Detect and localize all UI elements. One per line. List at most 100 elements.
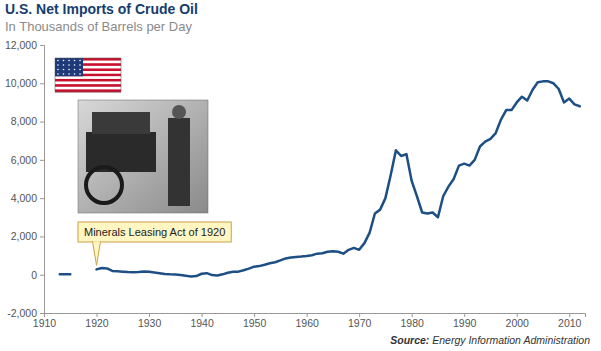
flag-star — [79, 73, 81, 75]
flag-star — [79, 69, 81, 71]
x-tick-label: 1940 — [190, 317, 214, 329]
y-tick-mark — [40, 236, 44, 237]
y-tick: -2,000 — [7, 307, 44, 319]
flag-star — [68, 73, 70, 75]
annotation: Minerals Leasing Act of 1920 — [78, 222, 231, 265]
flag-star — [57, 64, 59, 66]
x-tick: 1950 — [243, 313, 267, 329]
plot-area — [60, 81, 580, 276]
photo — [78, 100, 208, 213]
x-tick-mark — [149, 313, 150, 317]
y-tick: 10,000 — [5, 77, 44, 89]
y-tick-label: 4,000 — [11, 192, 37, 204]
flag-border — [55, 58, 121, 92]
y-tick-mark — [40, 198, 44, 199]
y-tick-mark — [40, 122, 44, 123]
annotation-text: Minerals Leasing Act of 1920 — [84, 226, 225, 238]
x-tick-mark — [412, 313, 413, 317]
x-tick-mark — [254, 313, 255, 317]
flag-icon — [55, 58, 121, 92]
x-tick-mark — [569, 313, 570, 317]
y-axis-line — [40, 46, 45, 314]
y-tick-mark — [40, 313, 44, 314]
flag-star — [57, 73, 59, 75]
photo-frame — [78, 100, 208, 213]
x-tick-mark — [359, 313, 360, 317]
x-tick-label: 1950 — [243, 317, 267, 329]
y-tick-label: 8,000 — [11, 115, 37, 127]
photo-figure-head — [172, 105, 186, 119]
y-tick: 12,000 — [5, 39, 44, 51]
flag-star — [63, 60, 65, 62]
flag-stripe — [55, 84, 121, 87]
flag-stripe — [55, 79, 121, 82]
x-tick: 2000 — [506, 313, 530, 329]
photo-wheel — [86, 167, 122, 203]
flag-star — [74, 73, 76, 75]
photo-car-top — [92, 112, 150, 134]
flag-star — [63, 73, 65, 75]
x-tick: 1970 — [348, 313, 372, 329]
x-tick: 1960 — [295, 313, 319, 329]
y-tick-label: -2,000 — [7, 307, 37, 319]
annotation-pointer — [93, 242, 101, 266]
y-tick-label: 10,000 — [5, 77, 37, 89]
flag-star — [57, 60, 59, 62]
x-tick: 1920 — [85, 313, 109, 329]
x-tick-mark — [307, 313, 308, 317]
flag-star — [74, 64, 76, 66]
x-tick-label: 1990 — [453, 317, 477, 329]
annotation-box — [78, 222, 231, 242]
flag-star — [68, 60, 70, 62]
y-tick-mark — [40, 45, 44, 46]
data-line — [60, 81, 580, 276]
y-tick: 0 — [31, 269, 44, 281]
y-tick-label: 0 — [31, 269, 37, 281]
y-tick-label: 12,000 — [5, 39, 37, 51]
flag-stripe — [55, 87, 121, 90]
source: Source: Energy Information Administratio… — [390, 334, 590, 346]
flag-star — [74, 69, 76, 71]
y-tick-label: 2,000 — [11, 230, 37, 242]
x-tick: 1930 — [138, 313, 162, 329]
chart-svg: U.S. Net Imports of Crude Oil In Thousand… — [0, 0, 601, 351]
chart-container: U.S. Net Imports of Crude Oil In Thousand… — [0, 0, 601, 351]
x-tick-mark — [202, 313, 203, 317]
title: U.S. Net Imports of Crude Oil — [5, 1, 198, 17]
y-tick-mark — [40, 83, 44, 84]
photo-figure — [168, 118, 190, 206]
y-tick: 2,000 — [11, 230, 44, 242]
x-tick-mark — [517, 313, 518, 317]
y-tick-mark — [40, 160, 44, 161]
x-tick: 1980 — [400, 313, 424, 329]
subtitle: In Thousands of Barrels per Day — [5, 19, 192, 34]
flag-stripe — [55, 82, 121, 85]
x-tick-mark — [464, 313, 465, 317]
y-tick: 6,000 — [11, 154, 44, 166]
flag-star — [63, 69, 65, 71]
flag-star — [68, 64, 70, 66]
x-tick-label: 2010 — [558, 317, 582, 329]
x-tick-label: 1910 — [33, 317, 57, 329]
x-tick: 1990 — [453, 313, 477, 329]
y-axis: -2,000 0 2,000 4,000 6,000 8,000 10,000 12,000 — [5, 39, 45, 319]
x-tick-label: 1930 — [138, 317, 162, 329]
flag-star — [79, 64, 81, 66]
y-tick-mark — [40, 275, 44, 276]
x-axis: 1910 1920 1930 1940 1950 1960 1970 1980 1990 2000… — [33, 313, 586, 329]
x-tick-label: 1920 — [85, 317, 109, 329]
x-tick: 1940 — [190, 313, 214, 329]
x-tick-label: 2000 — [506, 317, 530, 329]
x-tick-mark — [97, 313, 98, 317]
flag-star — [79, 60, 81, 62]
y-tick-label: 6,000 — [11, 154, 37, 166]
photo-car-body — [86, 132, 156, 172]
flag-star — [57, 69, 59, 71]
flag-star — [63, 64, 65, 66]
flag-stripe — [55, 76, 121, 79]
x-tick-label: 1980 — [400, 317, 424, 329]
y-tick: 8,000 — [11, 115, 44, 127]
flag-canton — [55, 58, 83, 76]
x-tick: 2010 — [558, 313, 582, 329]
flag-star — [68, 69, 70, 71]
